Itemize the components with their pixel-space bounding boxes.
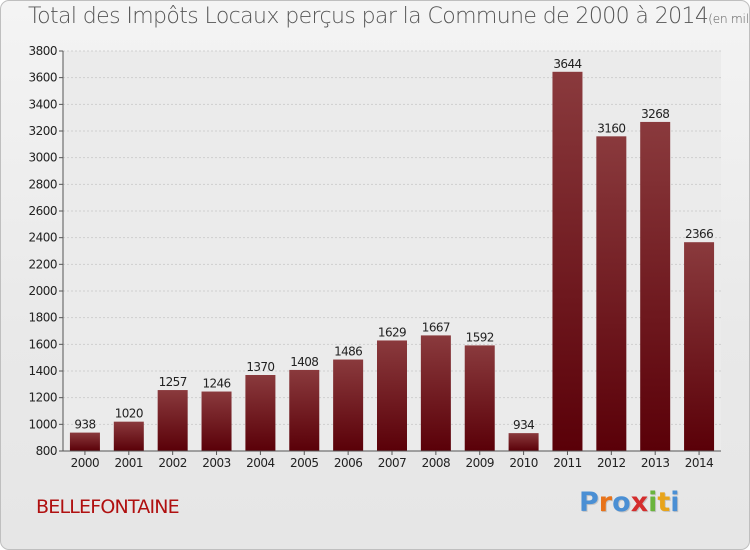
x-tick-label: 2000 bbox=[71, 456, 100, 470]
x-tick-label: 2013 bbox=[641, 456, 670, 470]
data-label: 934 bbox=[513, 418, 534, 432]
x-tick-label: 2011 bbox=[553, 456, 582, 470]
y-tick-label: 2800 bbox=[28, 177, 57, 191]
bar bbox=[640, 121, 671, 451]
x-tick-label: 2008 bbox=[422, 456, 451, 470]
x-tick-label: 2002 bbox=[158, 456, 187, 470]
title-text: Total des Impôts Locaux perçus par la Co… bbox=[28, 4, 709, 29]
x-tick-label: 2005 bbox=[290, 456, 319, 470]
bar bbox=[245, 375, 276, 451]
data-label: 3268 bbox=[641, 107, 669, 121]
y-tick-label: 1200 bbox=[28, 391, 57, 405]
y-tick-label: 2400 bbox=[28, 231, 57, 245]
data-label: 1246 bbox=[202, 377, 230, 391]
data-label: 1667 bbox=[422, 320, 450, 334]
x-tick-label: 2010 bbox=[509, 456, 538, 470]
y-tick-label: 2000 bbox=[28, 284, 57, 298]
y-tick-label: 3600 bbox=[28, 71, 57, 85]
logo-letter: t bbox=[657, 487, 671, 518]
data-label: 3160 bbox=[597, 121, 625, 135]
data-label: 1408 bbox=[290, 355, 318, 369]
x-tick-label: 2014 bbox=[685, 456, 714, 470]
bar bbox=[552, 71, 583, 452]
bar bbox=[684, 242, 715, 451]
y-tick-label: 1800 bbox=[28, 311, 57, 325]
y-tick-label: 1600 bbox=[28, 337, 57, 351]
data-label: 1370 bbox=[246, 360, 274, 374]
y-tick-label: 3400 bbox=[28, 97, 57, 111]
data-label: 1629 bbox=[378, 325, 406, 339]
x-tick-label: 2009 bbox=[465, 456, 494, 470]
y-tick-label: 1000 bbox=[28, 417, 57, 431]
bar bbox=[377, 340, 407, 451]
data-label: 1257 bbox=[159, 375, 187, 389]
data-label: 3644 bbox=[553, 57, 581, 71]
data-label: 2366 bbox=[685, 227, 713, 241]
x-tick-label: 2003 bbox=[202, 456, 231, 470]
bar bbox=[113, 421, 144, 451]
bar bbox=[333, 359, 364, 451]
unit-note: (en milliers d'€) bbox=[708, 12, 750, 26]
logo-letter: x bbox=[630, 487, 649, 518]
data-label: 1592 bbox=[466, 330, 494, 344]
bar bbox=[464, 345, 495, 451]
y-tick-label: 3800 bbox=[28, 44, 57, 58]
x-tick-label: 2004 bbox=[246, 456, 275, 470]
bar bbox=[157, 390, 188, 451]
data-label: 1020 bbox=[115, 407, 143, 421]
x-tick-label: 2006 bbox=[334, 456, 363, 470]
data-label: 938 bbox=[74, 418, 95, 432]
y-tick-label: 2200 bbox=[28, 257, 57, 271]
y-tick-label: 3000 bbox=[28, 151, 57, 165]
x-tick-label: 2012 bbox=[597, 456, 626, 470]
logo-letter: i bbox=[648, 487, 658, 518]
data-label: 1486 bbox=[334, 345, 362, 359]
y-tick-label: 3200 bbox=[28, 124, 57, 138]
bar bbox=[69, 432, 100, 451]
y-tick-label: 2600 bbox=[28, 204, 57, 218]
chart-title: Total des Impôts Locaux perçus par la Co… bbox=[28, 4, 750, 29]
logo-letter: o bbox=[612, 487, 631, 518]
commune-name: BELLEFONTAINE bbox=[36, 496, 180, 518]
x-tick-label: 2007 bbox=[378, 456, 407, 470]
bar bbox=[201, 391, 232, 451]
y-tick-label: 800 bbox=[36, 444, 57, 458]
logo-letter: P bbox=[579, 487, 599, 518]
y-tick-label: 1400 bbox=[28, 364, 57, 378]
bar bbox=[420, 335, 451, 451]
proxiti-logo: Proxiti bbox=[579, 487, 680, 518]
x-tick-label: 2001 bbox=[115, 456, 144, 470]
bar bbox=[289, 369, 320, 451]
logo-letter: i bbox=[670, 487, 680, 518]
bar bbox=[508, 433, 539, 451]
logo-letter: r bbox=[598, 487, 613, 518]
bar bbox=[596, 136, 627, 452]
